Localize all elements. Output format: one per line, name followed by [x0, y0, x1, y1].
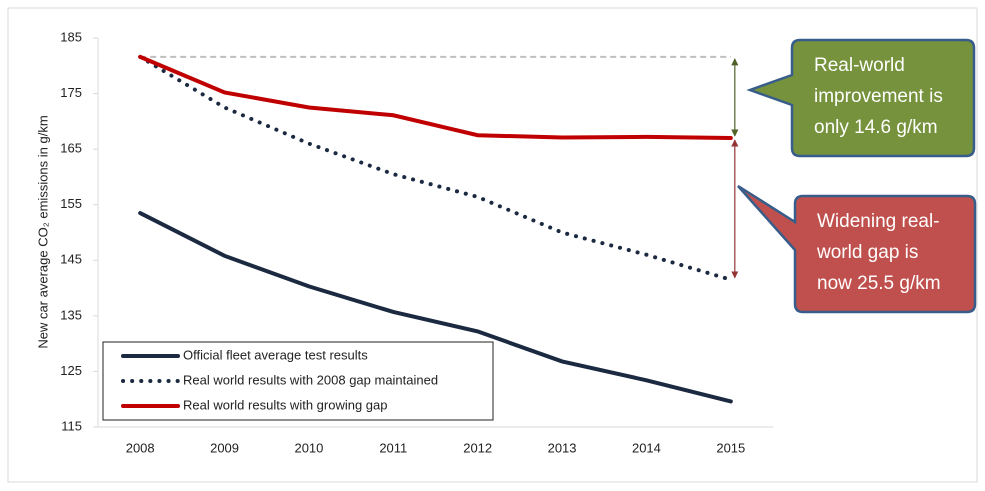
callout-text: world gap is: [816, 242, 918, 263]
callout-text: Widening real-: [817, 211, 940, 232]
y-tick-label: 125: [60, 363, 82, 378]
callout: [746, 38, 976, 158]
legend-label: Real world results with growing gap: [183, 397, 387, 412]
x-tick-label: 2009: [210, 440, 239, 455]
callout-text: Real-world: [814, 55, 905, 76]
x-tick-label: 2013: [548, 440, 577, 455]
callout-text: now 25.5 g/km: [817, 273, 941, 294]
y-axis-label: New car average CO₂ emissions in g/km: [35, 115, 50, 348]
y-tick-label: 155: [60, 196, 82, 211]
x-tick-label: 2012: [463, 440, 492, 455]
y-tick-label: 115: [61, 418, 82, 433]
x-tick-label: 2008: [126, 440, 155, 455]
legend-label: Official fleet average test results: [183, 347, 368, 362]
series-line: [138, 211, 733, 404]
callout-text: improvement is: [814, 86, 943, 107]
x-tick-label: 2011: [379, 440, 407, 455]
y-tick-label: 165: [60, 141, 82, 156]
y-tick-label: 175: [60, 85, 82, 100]
series-line: [138, 54, 733, 141]
x-tick-label: 2015: [716, 440, 745, 455]
y-tick-label: 135: [60, 307, 82, 322]
x-tick-label: 2014: [632, 440, 661, 455]
y-tick-label: 185: [60, 29, 82, 44]
legend-label: Real world results with 2008 gap maintai…: [183, 372, 438, 387]
callout-text: only 14.6 g/km: [814, 117, 938, 138]
y-tick-label: 145: [60, 252, 82, 267]
callout: [737, 184, 977, 314]
x-tick-label: 2010: [294, 440, 323, 455]
